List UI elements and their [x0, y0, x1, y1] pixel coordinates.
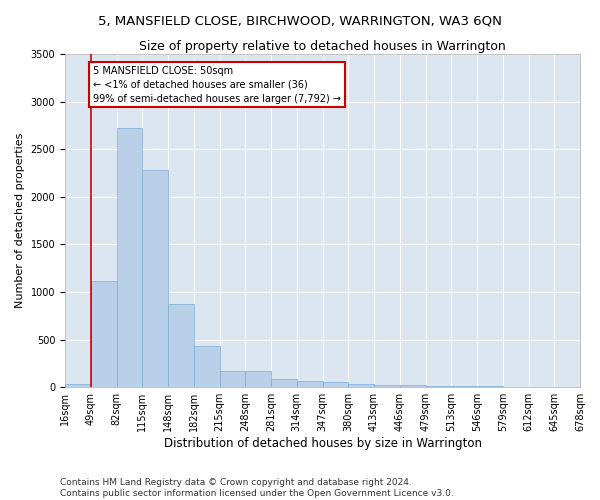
- Bar: [65, 384, 91, 387]
- X-axis label: Distribution of detached houses by size in Warrington: Distribution of detached houses by size …: [164, 437, 482, 450]
- Bar: [425, 386, 451, 387]
- Bar: [168, 304, 194, 387]
- Bar: [451, 386, 477, 387]
- Bar: [374, 384, 400, 387]
- Bar: [348, 384, 374, 387]
- Bar: [142, 170, 168, 387]
- Bar: [91, 280, 116, 387]
- Text: Contains HM Land Registry data © Crown copyright and database right 2024.
Contai: Contains HM Land Registry data © Crown c…: [60, 478, 454, 498]
- Bar: [323, 382, 348, 387]
- Bar: [194, 346, 220, 387]
- Text: 5, MANSFIELD CLOSE, BIRCHWOOD, WARRINGTON, WA3 6QN: 5, MANSFIELD CLOSE, BIRCHWOOD, WARRINGTO…: [98, 15, 502, 28]
- Bar: [271, 378, 297, 387]
- Bar: [400, 386, 425, 387]
- Y-axis label: Number of detached properties: Number of detached properties: [15, 133, 25, 308]
- Bar: [297, 382, 323, 387]
- Title: Size of property relative to detached houses in Warrington: Size of property relative to detached ho…: [139, 40, 506, 53]
- Bar: [477, 386, 503, 387]
- Bar: [220, 370, 245, 387]
- Text: 5 MANSFIELD CLOSE: 50sqm
← <1% of detached houses are smaller (36)
99% of semi-d: 5 MANSFIELD CLOSE: 50sqm ← <1% of detach…: [94, 66, 341, 104]
- Bar: [116, 128, 142, 387]
- Bar: [245, 370, 271, 387]
